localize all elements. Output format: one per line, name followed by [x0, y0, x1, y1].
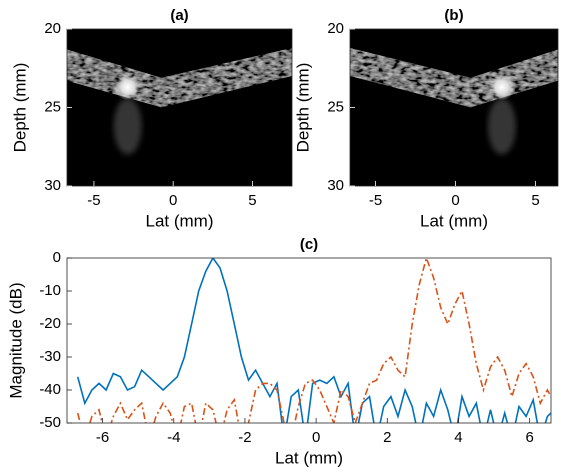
y-axis-label: Depth (mm)	[293, 63, 312, 153]
plot-area	[67, 258, 551, 423]
ultrasound-image	[67, 29, 292, 186]
x-tick-label: 0	[451, 192, 459, 209]
y-tick-label: 25	[44, 98, 61, 115]
x-tick-label: -5	[87, 192, 100, 209]
y-tick-label: -30	[39, 348, 61, 365]
x-tick-label: -4	[167, 429, 180, 446]
y-tick-label: -10	[39, 282, 61, 299]
y-tick-label: 20	[327, 20, 344, 37]
y-axis-label: Magnitude (dB)	[6, 282, 25, 398]
x-tick-label: 4	[454, 429, 462, 446]
shadow	[113, 98, 142, 155]
y-tick-label: 20	[44, 20, 61, 37]
x-axis-label: Lat (mm)	[275, 448, 343, 467]
x-tick-label: 5	[248, 192, 256, 209]
y-tick-label: -50	[39, 414, 61, 431]
image-background	[350, 29, 558, 186]
x-tick-label: -5	[369, 192, 382, 209]
y-tick-label: -40	[39, 381, 61, 398]
x-tick-label: 0	[312, 429, 320, 446]
y-axis-label: Depth (mm)	[10, 63, 29, 153]
axes-frame	[66, 257, 552, 424]
x-tick-label: 6	[525, 429, 533, 446]
shadow	[487, 98, 516, 155]
x-axis-label: Lat (mm)	[146, 211, 214, 230]
ultrasound-image	[350, 29, 558, 186]
data-line	[76, 258, 551, 423]
x-tick-label: -6	[96, 429, 109, 446]
chart-title: (a)	[170, 7, 188, 24]
bright-spot	[488, 74, 515, 101]
y-tick-label: -20	[39, 315, 61, 332]
y-tick-label: 30	[327, 177, 344, 194]
y-tick-label: 0	[53, 249, 61, 266]
y-tick-label: 30	[44, 177, 61, 194]
x-axis-label: Lat (mm)	[420, 211, 488, 230]
data-line	[76, 258, 551, 423]
bright-spot	[114, 74, 141, 101]
image-background	[67, 29, 292, 186]
x-tick-label: -2	[238, 429, 251, 446]
x-tick-label: 5	[531, 192, 539, 209]
x-tick-label: 0	[169, 192, 177, 209]
chart-title: (c)	[300, 236, 318, 253]
x-tick-label: 2	[383, 429, 391, 446]
chart-title: (b)	[444, 7, 463, 24]
y-tick-label: 25	[327, 98, 344, 115]
